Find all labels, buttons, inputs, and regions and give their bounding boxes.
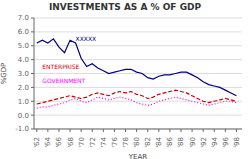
svg-text:3.0: 3.0 <box>18 70 29 78</box>
svg-text:'68: '68 <box>67 137 75 148</box>
svg-text:'74: '74 <box>100 136 108 147</box>
svg-text:'72: '72 <box>89 137 97 148</box>
svg-text:'88: '88 <box>177 137 185 148</box>
svg-text:-1.0: -1.0 <box>15 125 29 133</box>
svg-text:%GDP: %GDP <box>8 63 9 85</box>
svg-text:'76: '76 <box>111 136 119 147</box>
svg-text:'80: '80 <box>133 137 141 148</box>
svg-text:'78: '78 <box>122 137 130 148</box>
svg-text:7.0: 7.0 <box>18 14 29 22</box>
svg-text:4.0: 4.0 <box>18 56 29 64</box>
svg-text:'82: '82 <box>144 137 152 148</box>
svg-text:YEAR: YEAR <box>128 153 147 159</box>
svg-text:XXXXX: XXXXX <box>76 35 97 42</box>
svg-text:'92: '92 <box>200 137 208 148</box>
html-text:INVESTMENTS AS A % OF GDP: INVESTMENTS AS A % OF GDP <box>48 2 202 12</box>
svg-text:GOVERNMENT: GOVERNMENT <box>42 77 85 84</box>
svg-text:'70: '70 <box>78 137 86 148</box>
svg-text:'64: '64 <box>44 136 52 147</box>
svg-text:1.0: 1.0 <box>18 98 29 106</box>
svg-text:'86: '86 <box>166 136 174 147</box>
svg-text:'84: '84 <box>155 136 163 147</box>
svg-text:2.0: 2.0 <box>18 84 29 92</box>
svg-text:'66: '66 <box>55 136 63 147</box>
svg-text:6.0: 6.0 <box>18 28 29 36</box>
svg-text:'94: '94 <box>211 136 219 147</box>
svg-text:0.0: 0.0 <box>18 112 29 120</box>
svg-text:'62: '62 <box>33 137 41 148</box>
svg-text:'96: '96 <box>222 136 230 147</box>
svg-text:5.0: 5.0 <box>18 42 29 50</box>
svg-text:ENTERPRISE: ENTERPRISE <box>42 63 79 70</box>
svg-text:'98: '98 <box>233 137 241 148</box>
svg-text:'90: '90 <box>189 137 197 148</box>
